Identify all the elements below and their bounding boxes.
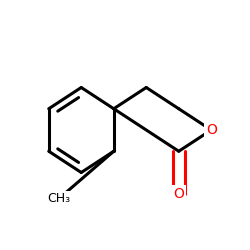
Text: CH₃: CH₃ <box>47 192 70 205</box>
Text: O: O <box>206 123 217 137</box>
Text: O: O <box>173 187 184 201</box>
